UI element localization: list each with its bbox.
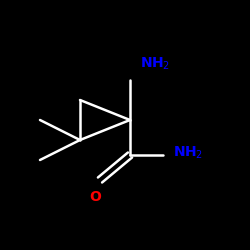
Text: NH$_2$: NH$_2$ bbox=[140, 56, 170, 72]
Text: O: O bbox=[89, 190, 101, 204]
Text: NH$_2$: NH$_2$ bbox=[172, 144, 203, 161]
